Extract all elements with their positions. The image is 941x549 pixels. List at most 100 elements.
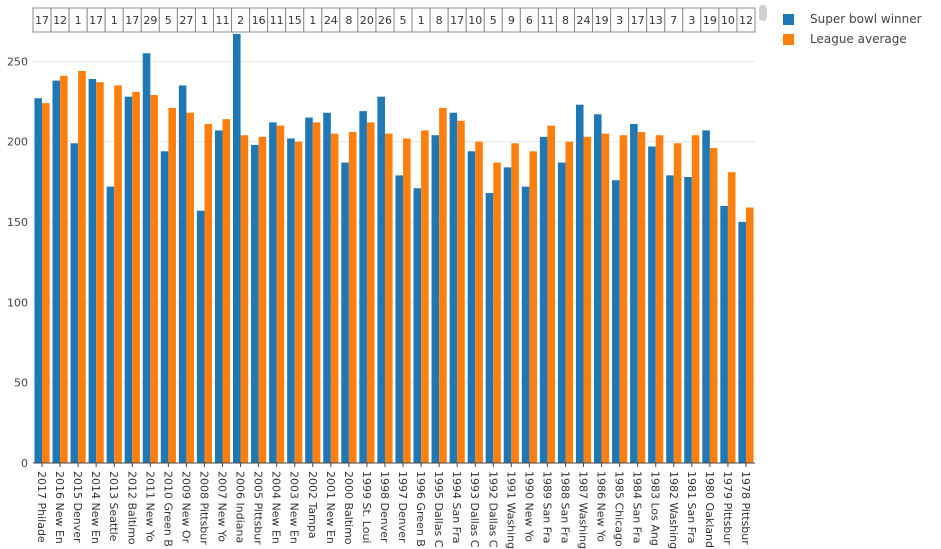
rank-label: 17 (450, 14, 464, 27)
rank-label: 8 (436, 14, 443, 27)
rank-label: 12 (739, 14, 753, 27)
x-tick-label: 2001 New En (324, 471, 337, 544)
bar-winner (269, 122, 277, 463)
x-tick-label: 2014 New En (89, 471, 102, 544)
x-tick-label: 1997 Denver (396, 471, 409, 543)
bar-winner (377, 96, 385, 463)
x-tick-label: 1983 Los Ang (649, 471, 662, 546)
x-tick-label: 1987 Washing (577, 471, 590, 549)
bar-average (745, 207, 754, 463)
x-tick-label: 1984 San Fra (631, 471, 644, 543)
bar-average (547, 125, 556, 463)
x-tick-label: 2009 New Or (179, 471, 192, 544)
rank-label: 8 (562, 14, 569, 27)
bar-average (421, 130, 429, 463)
x-tick-label: 1996 Green B (414, 471, 427, 547)
rank-label: 12 (53, 14, 67, 27)
bar-winner (557, 162, 566, 463)
rank-label: 19 (595, 14, 609, 27)
bar-average (565, 141, 574, 463)
rank-label: 5 (490, 14, 497, 27)
rank-label: 3 (688, 14, 695, 27)
x-tick-label: 1979 Pittsbur (721, 471, 734, 545)
bar-average (475, 141, 483, 463)
rank-label: 11 (540, 14, 554, 27)
bar-winner (485, 193, 494, 463)
bar-winner (124, 96, 133, 463)
x-tick-label: 1999 St. Loui (360, 471, 373, 543)
rank-label: 26 (378, 14, 392, 27)
bar-winner (738, 221, 746, 463)
bar-winner (612, 180, 620, 463)
x-tick-label: 2010 Green B (161, 471, 174, 547)
rank-label: 8 (345, 14, 352, 27)
bar-winner (251, 144, 259, 463)
bar-average (673, 143, 682, 463)
bar-average (583, 136, 592, 463)
legend-swatch-winner (783, 14, 794, 25)
rank-label: 17 (89, 14, 103, 27)
x-tick-label: 2011 New Yo (143, 471, 156, 542)
bar-winner (359, 111, 367, 463)
rank-label: 10 (468, 14, 482, 27)
rank-label: 29 (143, 14, 157, 27)
rank-label: 5 (400, 14, 407, 27)
rank-label: 17 (631, 14, 645, 27)
bar-winner (431, 135, 440, 463)
rank-label: 11 (216, 14, 230, 27)
bar-average (691, 135, 700, 463)
bar-average (655, 135, 664, 463)
legend-label-average: League average (810, 32, 907, 46)
x-tick-label: 2000 Baltimo (342, 471, 355, 545)
bar-winner (70, 143, 79, 463)
rank-label: 3 (616, 14, 623, 27)
x-tick-label: 1978 Pittsbur (739, 471, 752, 545)
x-tick-label: 1988 San Fra (558, 471, 571, 543)
bar-average (511, 143, 519, 463)
bar-average (330, 133, 339, 463)
x-tick-label: 2004 New En (270, 471, 283, 544)
scrollbar-handle[interactable] (759, 5, 767, 21)
bar-average (186, 112, 194, 463)
x-tick-label: 1986 New Yo (595, 471, 608, 542)
bar-average (114, 85, 122, 463)
bar-average (366, 122, 375, 463)
bar-winner (52, 80, 61, 463)
bar-winner (106, 186, 115, 463)
bar-average (168, 107, 176, 463)
x-tick-label: 1995 Dallas C (432, 471, 445, 548)
x-tick-label: 1992 Dallas C (486, 471, 499, 548)
rank-label: 17 (35, 14, 49, 27)
rank-label: 10 (721, 14, 735, 27)
bar-average (619, 135, 628, 463)
y-tick-label: 0 (21, 457, 28, 470)
bar-average (258, 136, 267, 463)
x-tick-label: 2006 Indiana (234, 471, 247, 543)
y-tick-label: 50 (14, 377, 28, 390)
bar-winner (214, 130, 223, 463)
bar-winner (305, 117, 313, 463)
bar-average (276, 125, 285, 463)
bar-winner (575, 104, 584, 463)
y-tick-label: 150 (7, 216, 28, 229)
x-tick-label: 1982 Washing (667, 471, 680, 549)
bar-winner (341, 162, 349, 463)
rank-label: 11 (270, 14, 284, 27)
bar-average (78, 70, 86, 463)
bar-average (348, 132, 357, 463)
x-tick-label: 2002 Tampa (306, 471, 319, 539)
rank-label: 16 (252, 14, 266, 27)
bar-average (132, 91, 140, 463)
rank-label: 6 (526, 14, 533, 27)
rank-label: 27 (179, 14, 193, 27)
bar-average (403, 138, 411, 463)
bar-average (384, 133, 393, 463)
bars-group (34, 34, 754, 463)
bar-average (222, 119, 231, 463)
rank-box (736, 7, 756, 33)
bar-average (457, 120, 465, 463)
rank-label: 1 (111, 14, 118, 27)
bar-average (294, 141, 303, 463)
